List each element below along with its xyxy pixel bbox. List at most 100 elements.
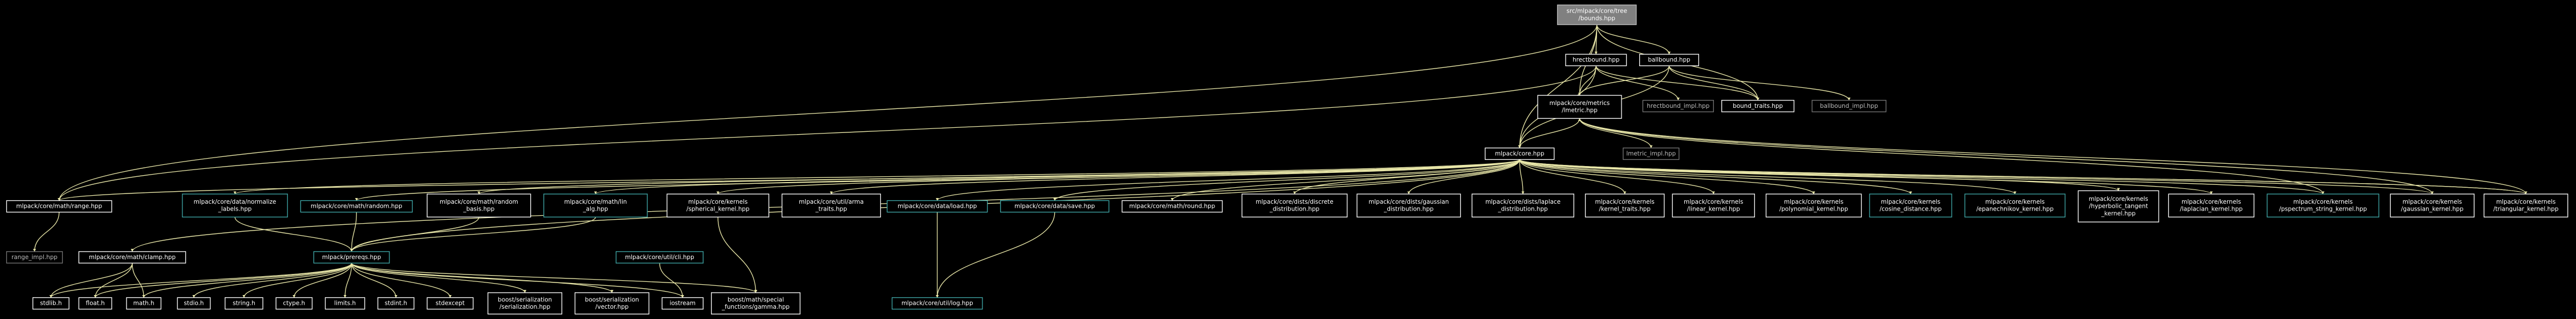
node: mlpack/prereqs.hpp (313, 251, 390, 264)
node: mlpack/core/kernels/pspectrum_string_ker… (2266, 193, 2379, 217)
node-box (1623, 147, 1680, 160)
node-label: hrectbound.hpp (1573, 56, 1620, 63)
edge (1595, 66, 1680, 101)
node-label: _labels.hpp (218, 206, 252, 213)
node: mlpack/core/kernels/kernel_traits.hpp (1584, 193, 1665, 217)
node-label: stdint.h (385, 300, 407, 307)
edge (1668, 66, 1851, 101)
node: mlpack/core/kernels/laplacian_kernel.hpp (2168, 193, 2254, 217)
node-box (225, 297, 263, 310)
node-box (1584, 193, 1665, 217)
node-label: mlpack/core/dists/laplace (1485, 199, 1561, 205)
node-label: stdio.h (184, 300, 204, 307)
node-box (2078, 190, 2159, 223)
edge (659, 263, 684, 298)
node-box (710, 292, 801, 314)
node-label: mlpack/core/data/load.hpp (897, 203, 977, 210)
node-label: mlpack/core/util/arma (799, 199, 864, 205)
node-box (182, 193, 288, 217)
node-label: range_impl.hpp (11, 254, 58, 261)
edge (350, 217, 596, 252)
edge (1519, 159, 2528, 195)
node-box (313, 251, 390, 264)
node: ballbound_impl.hpp (1811, 100, 1887, 112)
node: mlpack/core/kernels/epanechnikov_kernel.… (1964, 193, 2066, 217)
edge (830, 159, 1520, 195)
node-box (1485, 147, 1555, 160)
node-label: boost/serialization (498, 296, 552, 303)
node: mlpack/core/kernels/triangular_kernel.hp… (2483, 193, 2569, 217)
node-label: mlpack/core/math/lin (564, 199, 627, 205)
node-box (1557, 5, 1637, 25)
node-box (426, 193, 531, 217)
node-label: _distribution.hpp (1497, 206, 1548, 213)
edge (1596, 25, 1671, 55)
node: mlpack/core/data/load.hpp (887, 200, 988, 213)
node: hrectbound_impl.hpp (1642, 100, 1714, 112)
node-box (324, 297, 365, 310)
node-label: /serialization.hpp (499, 304, 551, 310)
node-box (6, 200, 112, 213)
node-label: /bounds.hpp (1578, 15, 1615, 22)
node-label: mlpack/core/kernels (2403, 199, 2462, 205)
node-label: stdexcept (436, 300, 465, 307)
edge (142, 263, 352, 298)
node: mlpack/core/kernels/spherical_kernel.hpp (667, 193, 770, 217)
node-label: mlpack/core/util/cli.hpp (625, 254, 694, 261)
node-label: mlpack/core/kernels (1595, 199, 1655, 205)
node-box (78, 297, 112, 310)
node-label: _distribution.hpp (1269, 206, 1320, 213)
node-box (1811, 100, 1887, 112)
node-label: /spherical_kernel.hpp (686, 206, 750, 213)
node-box (543, 193, 648, 217)
node-box (891, 297, 983, 310)
node-label: mlpack/core/math/round.hpp (1129, 203, 1216, 210)
node-label: boost/serialization (585, 296, 639, 303)
node-label: mlpack/core/data/save.hpp (1014, 203, 1095, 210)
edge (49, 263, 133, 298)
node-box (574, 292, 649, 314)
node-label: /kernel_traits.hpp (1599, 206, 1651, 213)
node: iostream (661, 297, 704, 310)
node-label: /hyperbolic_tangent (2089, 203, 2148, 210)
node: mlpack/core/kernels/cosine_distance.hpp (1869, 193, 1952, 217)
edge (936, 159, 1520, 201)
edge (1519, 159, 2017, 195)
edge (49, 263, 352, 298)
edge (1578, 66, 1670, 96)
edge (1578, 118, 2433, 195)
node-label: float.h (86, 300, 105, 307)
node-label: /laplacian_kernel.hpp (2180, 206, 2243, 213)
node-box (300, 200, 413, 213)
edge (132, 263, 145, 298)
node-label: mlpack/core/metrics (1550, 100, 1610, 107)
node-box (1721, 100, 1795, 112)
node-label: mlpack/core/math/random (440, 199, 518, 205)
node-label: mlpack/prereqs.hpp (322, 254, 381, 261)
edge (1519, 159, 2120, 191)
edge (351, 263, 397, 298)
edge (351, 263, 684, 298)
node-label: mlpack/core/kernels (1881, 199, 1940, 205)
edge (234, 217, 354, 252)
node-box (615, 251, 704, 264)
node: bound_traits.hpp (1721, 100, 1795, 112)
node-label: /triangular_kernel.hpp (2493, 206, 2559, 213)
node-box (377, 297, 415, 310)
edge (477, 159, 1520, 195)
node-label: _distribution.hpp (1383, 206, 1434, 213)
node-label: _traits.hpp (815, 206, 847, 213)
node-label: ballbound.hpp (1648, 56, 1691, 63)
node: mlpack/core/dists/discrete_distribution.… (1241, 193, 1348, 217)
edge (1519, 159, 2434, 195)
edge (1519, 159, 1627, 195)
node-label: _alg.hpp (582, 206, 608, 213)
edge (94, 263, 352, 298)
node-label: /epanechnikov_kernel.hpp (1976, 206, 2054, 213)
node-box (1122, 200, 1223, 213)
node-box (426, 297, 474, 310)
node: mlpack/core/math/lin_alg.hpp (543, 193, 648, 217)
edge (1519, 159, 1815, 195)
